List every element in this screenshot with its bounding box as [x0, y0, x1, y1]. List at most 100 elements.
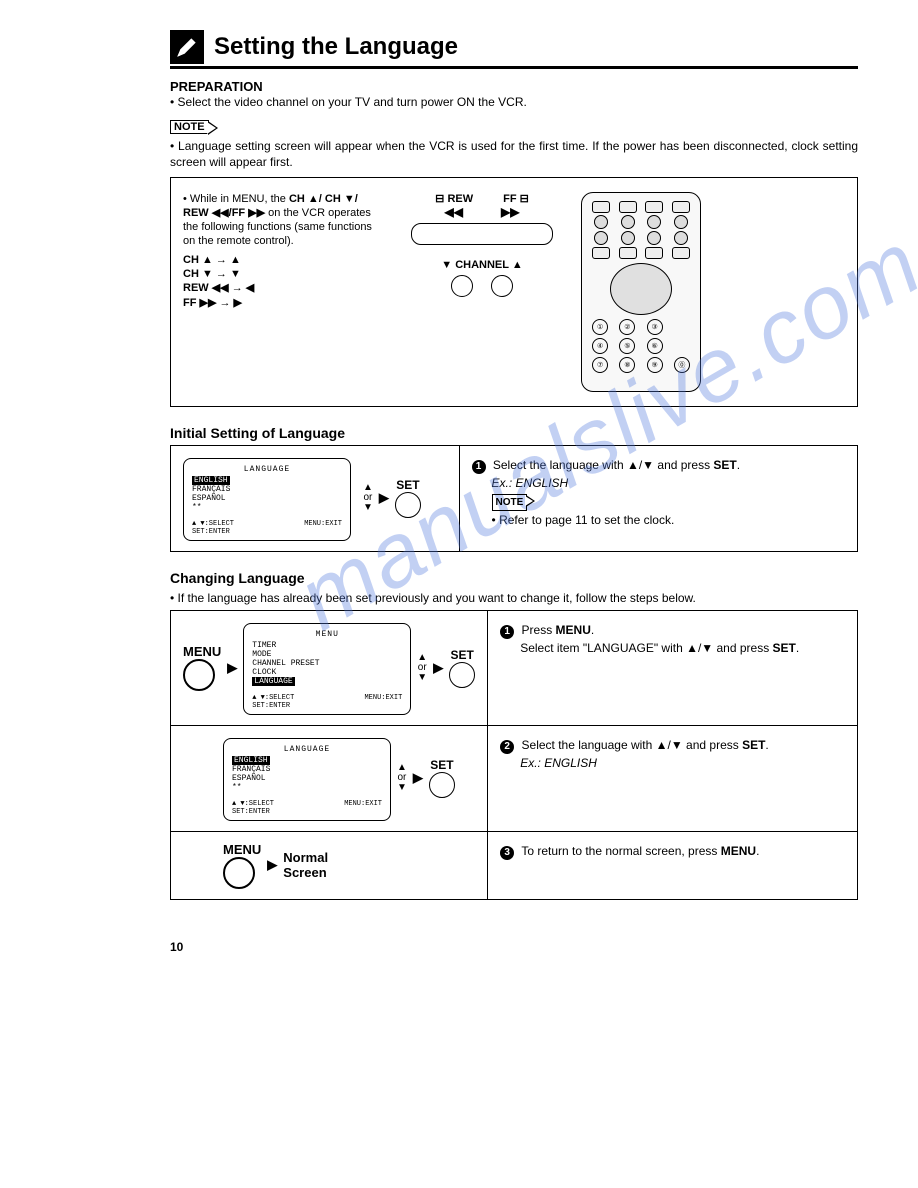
step-text-bold: SET	[773, 641, 796, 655]
or-label: or	[418, 663, 427, 673]
action-group: ▲or▼ ▶ SET	[363, 478, 421, 518]
bullet-1: 1	[500, 625, 514, 639]
changing-intro: • If the language has already been set p…	[170, 590, 858, 606]
menu-line: CH ▼ → ▼	[183, 267, 383, 281]
note-inline: NOTE	[492, 494, 528, 511]
osd-footer: MENU:EXIT	[304, 520, 342, 536]
menu-description: • While in MENU, the CH ▲/ CH ▼/ REW ◀◀/…	[183, 192, 383, 310]
step-text: Press	[522, 623, 556, 637]
osd-title: MENU	[252, 630, 402, 639]
osd-footer: SET:ENTER	[192, 528, 234, 536]
num-button: ⑦	[592, 357, 608, 373]
osd-item: CHANNEL PRESET	[252, 659, 402, 668]
step-text: Select the language with ▲/▼ and press	[493, 458, 714, 472]
step-text: Select the language with ▲/▼ and press	[522, 738, 743, 752]
arrow-right-icon: ▶	[267, 857, 277, 873]
osd-language-screen: LANGUAGE ENGLISH FRANÇAIS ESPAÑOL ** ▲ ▼…	[183, 458, 351, 541]
num-button: ⑥	[647, 338, 663, 354]
ff-icon: ▶▶	[501, 205, 519, 219]
menu-line: REW ◀◀ → ◀	[183, 281, 383, 295]
initial-right-cell: 1 Select the language with ▲/▼ and press…	[459, 445, 857, 551]
step-text: .	[756, 844, 759, 858]
page-title: Setting the Language	[214, 33, 458, 61]
osd-item: FRANÇAIS	[192, 485, 342, 494]
updown-icon: ▲or▼	[417, 653, 427, 683]
step-text: .	[796, 641, 799, 655]
channel-up-button	[491, 275, 513, 297]
step-text-bold: MENU	[721, 844, 756, 858]
osd-footer: MENU:EXIT	[344, 800, 382, 816]
menu-line: CH ▲ → ▲	[183, 253, 383, 267]
note-tag: NOTE	[170, 120, 209, 134]
osd-footer: SET:ENTER	[252, 702, 294, 710]
page-number: 10	[170, 940, 858, 954]
num-button: ⑤	[619, 338, 635, 354]
step-text: To return to the normal screen, press	[521, 844, 720, 858]
osd-footer: ▲ ▼:SELECT	[232, 800, 274, 808]
set-button	[395, 492, 421, 518]
note-text: • Language setting screen will appear wh…	[170, 138, 858, 170]
step-text-bold: SET	[713, 458, 736, 472]
changing-step1-right: 1 Press MENU. Select item "LANGUAGE" wit…	[488, 610, 858, 725]
osd-item: ESPAÑOL	[232, 774, 382, 783]
changing-step3-right: 3 To return to the normal screen, press …	[488, 831, 858, 899]
osd-title: LANGUAGE	[192, 465, 342, 474]
osd-item: **	[232, 783, 382, 792]
normal-screen-label: Normal Screen	[283, 850, 328, 881]
num-button: ⑧	[619, 357, 635, 373]
osd-item: LANGUAGE	[252, 677, 294, 686]
pencil-icon	[170, 30, 204, 64]
controls-column: ⊟ REW FF ⊟ ◀◀ ▶▶ ▼ CHANNEL ▲	[397, 192, 567, 297]
title-section: Setting the Language	[170, 30, 858, 69]
set-label: SET	[395, 478, 421, 492]
set-button	[449, 662, 475, 688]
osd-item: ESPAÑOL	[192, 494, 342, 503]
osd-title: LANGUAGE	[232, 745, 382, 754]
menu-button	[183, 659, 215, 691]
osd-footer: ▲ ▼:SELECT	[252, 694, 294, 702]
changing-table: MENU ▶ MENU TIMER MODE CHANNEL PRESET CL…	[170, 610, 858, 900]
preparation-text: • Select the video channel on your TV an…	[170, 94, 858, 110]
osd-item: CLOCK	[252, 668, 402, 677]
menu-button-label: MENU	[183, 644, 221, 659]
osd-footer: ▲ ▼:SELECT	[192, 520, 234, 528]
num-button: ④	[592, 338, 608, 354]
arrow-right-icon: ▶	[379, 490, 389, 506]
menu-button	[223, 857, 255, 889]
channel-down-button	[451, 275, 473, 297]
osd-item: FRANÇAIS	[232, 765, 382, 774]
preparation-heading: PREPARATION	[170, 79, 858, 94]
initial-table: LANGUAGE ENGLISH FRANÇAIS ESPAÑOL ** ▲ ▼…	[170, 445, 858, 552]
osd-language-screen: LANGUAGE ENGLISH FRANÇAIS ESPAÑOL ** ▲ ▼…	[223, 738, 391, 821]
changing-step2-left: LANGUAGE ENGLISH FRANÇAIS ESPAÑOL ** ▲ ▼…	[171, 725, 488, 831]
updown-icon: ▲or▼	[363, 483, 373, 513]
set-label: SET	[429, 758, 455, 772]
menu-button-label: MENU	[223, 842, 261, 857]
bullet-1: 1	[472, 460, 486, 474]
num-button: ①	[592, 319, 608, 335]
arrow-right-icon: ▶	[413, 770, 423, 786]
rew-label: ⊟ REW	[435, 192, 473, 205]
initial-heading: Initial Setting of Language	[170, 425, 858, 441]
num-button: ⓪	[674, 357, 690, 373]
step-note: • Refer to page 11 to set the clock.	[492, 513, 675, 527]
step-text: Select item "LANGUAGE" with ▲/▼ and pres…	[520, 641, 772, 655]
normal-line2: Screen	[283, 865, 328, 881]
arrow-right-icon: ▶	[227, 660, 237, 676]
step-text-bold: SET	[742, 738, 765, 752]
dpad-icon	[610, 263, 672, 315]
menu-line: FF ▶▶ → ▶	[183, 296, 383, 310]
or-label: or	[398, 773, 407, 783]
osd-item: ENGLISH	[192, 476, 230, 485]
or-label: or	[364, 493, 373, 503]
changing-step3-left: MENU ▶ Normal Screen	[171, 831, 488, 899]
osd-item: TIMER	[252, 641, 402, 650]
arrow-right-icon: ▶	[433, 660, 443, 676]
changing-step2-right: 2 Select the language with ▲/▼ and press…	[488, 725, 858, 831]
channel-label: ▼ CHANNEL ▲	[397, 259, 567, 271]
rewind-icon: ◀◀	[445, 205, 463, 219]
step-text-bold: MENU	[556, 623, 591, 637]
step-text: .	[737, 458, 740, 472]
set-label: SET	[449, 648, 475, 662]
initial-left-cell: LANGUAGE ENGLISH FRANÇAIS ESPAÑOL ** ▲ ▼…	[171, 445, 460, 551]
